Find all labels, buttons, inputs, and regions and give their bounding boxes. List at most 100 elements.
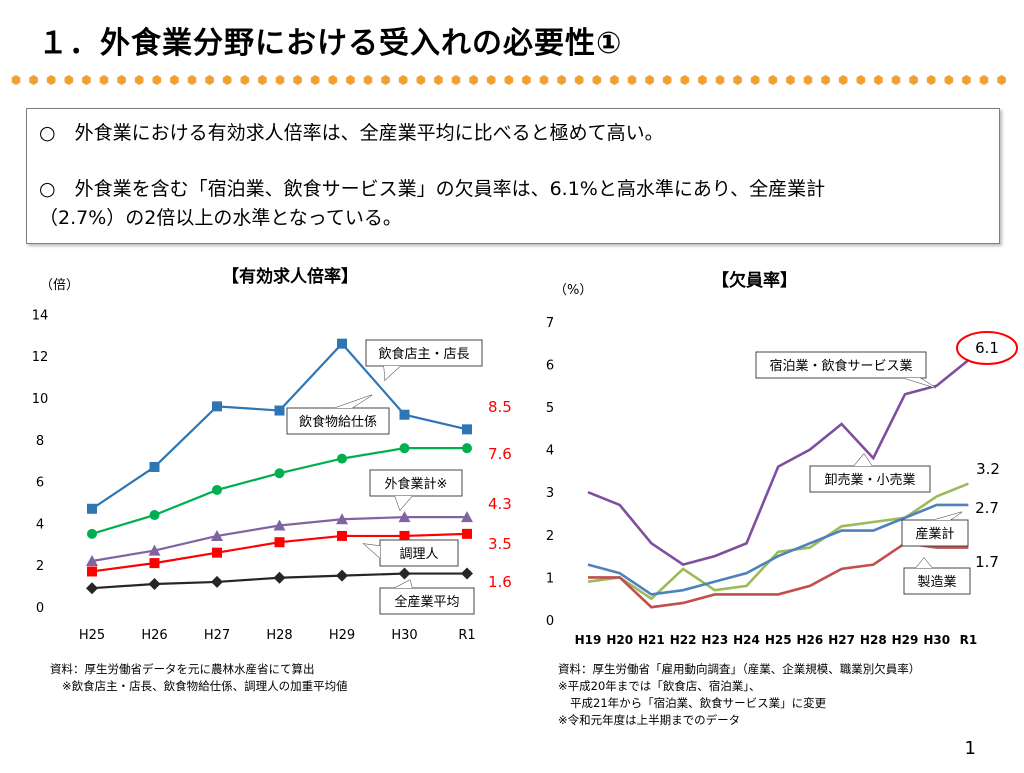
chart2-callout-0-text: 宿泊業・飲食サービス業: [769, 358, 912, 374]
chart2-notes: 資料：厚生労働省「雇用動向調査」（産業、企業規模、職業別欠員率） ※平成20年ま…: [558, 661, 920, 729]
summary-line-3-text: （2.7%）の2倍以上の水準となっている。: [39, 207, 402, 229]
divider-dot-5: [99, 75, 109, 85]
chart2-callout-1-tail-fill: [854, 454, 872, 466]
divider-dot-26: [469, 75, 478, 85]
chart1-point-4-4: [336, 569, 348, 582]
chart1-x-tick-H27: H27: [204, 628, 230, 643]
chart2-end-label-0: 6.1: [975, 339, 999, 357]
divider-dot-33: [592, 75, 602, 85]
chart1-point-0-4: [337, 338, 347, 349]
divider-dot-1: [29, 75, 38, 85]
chart1-end-label-0: 8.5: [488, 398, 512, 416]
divider-dot-15: [275, 75, 285, 85]
chart2-callout-0-box: [755, 351, 927, 379]
chart1-callout-3-tail-fill: [364, 544, 380, 558]
chart1-y-tick-4: 4: [36, 517, 44, 532]
chart1-callout-2-text: 外食業計※: [385, 476, 448, 492]
chart1-point-0-5: [399, 409, 410, 420]
chart1-callout-1-text: 飲食物給仕係: [299, 414, 377, 430]
chart2-x-tick-H26: H26: [797, 633, 824, 647]
chart1-y-tick-2: 2: [36, 559, 44, 574]
chart1-point-2-5: [398, 511, 411, 523]
chart1-y-axis-label: （倍）: [40, 278, 79, 293]
chart1-point-4-3: [273, 571, 286, 584]
chart1-end-label-4: 1.6: [488, 573, 512, 591]
divider-dot-45: [803, 75, 813, 85]
chart1-y-tick-10: 10: [32, 392, 49, 407]
chart2-x-tick-H29: H29: [892, 633, 919, 647]
divider-dot-37: [662, 75, 672, 85]
chart2-callout-0-tail-fill: [904, 378, 936, 388]
chart1-y-tick-6: 6: [36, 476, 44, 491]
divider-dot-35: [627, 75, 637, 85]
divider-dot-50: [891, 75, 901, 85]
chart2-y-tick-3: 3: [546, 486, 554, 501]
divider-dot-18: [328, 75, 338, 85]
divider-dot-7: [134, 75, 144, 85]
summary-line-1: ○ 外食業における有効求人倍率は、全産業平均に比べると極めて高い。: [39, 122, 664, 144]
divider-dot-55: [979, 75, 989, 85]
divider-dot-39: [698, 75, 707, 85]
chart1-point-4-0: [86, 582, 98, 595]
chart2-highlight-circle: [956, 331, 1018, 365]
chart2-callout-3-text: 製造業: [917, 574, 956, 590]
divider-dot-47: [838, 75, 848, 85]
divider-dot-0: [11, 75, 21, 85]
divider-dot-43: [768, 75, 778, 85]
divider-dot-20: [363, 75, 373, 85]
chart2-x-tick-H22: H22: [670, 633, 697, 647]
divider-dot-48: [856, 75, 866, 85]
chart2-x-tick-H27: H27: [828, 633, 855, 647]
chart1-point-2-4: [336, 513, 348, 525]
divider-dot-41: [733, 75, 742, 85]
chart1-callout-4-tail-fill: [395, 580, 412, 588]
chart2-callout-3-box: [903, 567, 971, 595]
chart1-callout-0-text: 飲食店主・店長: [378, 346, 469, 362]
chart1-callout-2-tail-fill: [395, 496, 412, 510]
chart2-x-tick-H25: H25: [765, 633, 792, 647]
chart1-point-1-4: [337, 453, 347, 464]
chart2-end-label-3: 1.7: [975, 553, 999, 571]
chart1-point-3-5: [399, 530, 410, 541]
divider-dot-14: [258, 75, 267, 85]
chart1-end-label-3: 3.5: [488, 535, 512, 553]
chart1-end-label-2: 4.3: [488, 495, 512, 513]
divider-dot-56: [997, 75, 1006, 85]
chart1-callout-2-box: [369, 469, 463, 497]
divider-dot-52: [926, 75, 936, 85]
chart1-point-0-6: [462, 424, 472, 435]
chart1-point-1-1: [149, 510, 160, 521]
divider-dot-46: [821, 75, 830, 85]
summary-line-2: ○ 外食業を含む「宿泊業、飲食サービス業」の欠員率は、6.1%と高水準にあり、全…: [39, 175, 825, 233]
divider-dot-36: [645, 75, 654, 85]
chart1-point-0-0: [87, 503, 97, 514]
chart1-point-2-3: [273, 519, 286, 531]
chart2-x-tick-H23: H23: [701, 633, 728, 647]
chart1-point-2-6: [461, 511, 473, 523]
dotted-divider: [11, 75, 1006, 85]
vacancy-rate-chart: （%） 0 1 2 3 4 5 6 7 H19 H20 H21 H22 H23 H24 H25 H26 H27 H2…: [546, 283, 1018, 647]
divider-dot-21: [381, 75, 390, 85]
divider-dot-11: [205, 75, 214, 85]
chart1-callout-3-text: 調理人: [399, 547, 438, 562]
chart2-y-tick-2: 2: [546, 529, 554, 544]
page-number: 1: [964, 738, 976, 759]
chart1-point-4-2: [211, 575, 223, 588]
chart2-x-tick-H30: H30: [923, 633, 950, 647]
chart1-y-tick-0: 0: [36, 601, 44, 616]
chart1-point-3-2: [212, 547, 222, 558]
chart2-note-source: 資料：厚生労働省「雇用動向調査」（産業、企業規模、職業別欠員率）: [558, 662, 921, 676]
chart2-x-tick-H24: H24: [733, 633, 760, 647]
chart2-y-tick-0: 0: [546, 614, 554, 629]
divider-dot-22: [398, 75, 408, 85]
chart2-end-label-2: 2.7: [975, 499, 999, 517]
chart1-point-1-3: [274, 468, 285, 479]
chart2-end-label-1: 3.2: [976, 460, 1000, 478]
chart2-y-tick-6: 6: [546, 358, 554, 373]
chart1-x-tick-H26: H26: [141, 628, 167, 643]
chart1-y-tick-12: 12: [32, 350, 49, 365]
chart2-series-line-0: [587, 359, 970, 567]
chart1-point-3-4: [337, 530, 347, 541]
chart2-note-3: ※令和元年度は上半期までのデータ: [558, 713, 741, 727]
chart1-note-source: 資料：厚生労働省データを元に農林水産省にて算出: [50, 662, 315, 676]
